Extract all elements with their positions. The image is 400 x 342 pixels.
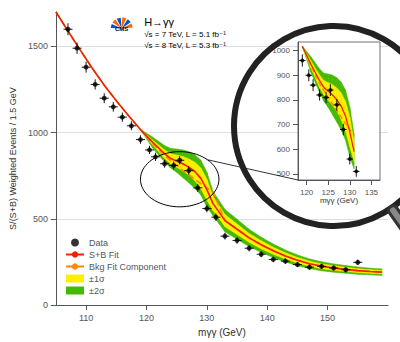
svg-text:0: 0 [43, 300, 48, 310]
svg-text:mγγ (GeV): mγγ (GeV) [320, 196, 359, 205]
svg-text:140: 140 [260, 313, 275, 323]
svg-text:√s = 8 TeV, L = 5.3 fb⁻¹: √s = 8 TeV, L = 5.3 fb⁻¹ [144, 41, 226, 50]
svg-text:600: 600 [277, 145, 291, 154]
svg-text:S/(S+B) Weighted Events / 1.5: S/(S+B) Weighted Events / 1.5 GeV [8, 87, 18, 230]
svg-text:Data: Data [89, 238, 108, 248]
svg-text:135: 135 [365, 188, 379, 197]
svg-text:500: 500 [33, 214, 48, 224]
svg-text:±1σ: ±1σ [89, 274, 105, 284]
svg-text:120: 120 [300, 188, 314, 197]
svg-text:150: 150 [320, 313, 335, 323]
svg-text:120: 120 [139, 313, 154, 323]
svg-text:CMS: CMS [115, 26, 128, 32]
svg-text:125: 125 [322, 188, 336, 197]
svg-text:500: 500 [276, 169, 290, 179]
svg-text:mγγ (GeV): mγγ (GeV) [198, 327, 246, 338]
svg-text:1000: 1000 [272, 46, 290, 56]
svg-text:110: 110 [79, 313, 93, 323]
svg-text:S+B Fit: S+B Fit [89, 250, 119, 260]
svg-text:H→γγ: H→γγ [144, 16, 174, 28]
svg-text:700: 700 [277, 120, 291, 129]
svg-text:130: 130 [199, 313, 214, 323]
svg-text:800: 800 [277, 95, 291, 104]
svg-text:1500: 1500 [28, 41, 48, 51]
svg-text:1000: 1000 [28, 128, 48, 138]
svg-text:130: 130 [343, 188, 357, 197]
svg-text:Bkg Fit Component: Bkg Fit Component [89, 262, 167, 272]
svg-text:±2σ: ±2σ [89, 286, 105, 296]
svg-text:√s = 7 TeV, L = 5.1 fb⁻¹: √s = 7 TeV, L = 5.1 fb⁻¹ [144, 30, 226, 39]
svg-text:900: 900 [277, 71, 291, 80]
